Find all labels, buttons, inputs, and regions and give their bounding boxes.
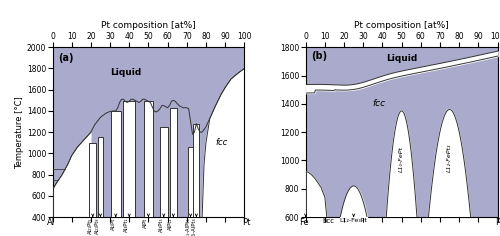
Text: (a): (a) — [58, 52, 74, 63]
Text: Al₂₁Pt₈: Al₂₁Pt₈ — [96, 218, 100, 234]
Bar — [98, 137, 103, 217]
Text: L1₂-Fe₃Pt: L1₂-Fe₃Pt — [340, 218, 367, 223]
Text: Pt: Pt — [242, 218, 250, 227]
Text: Al₂Pt: Al₂Pt — [111, 218, 116, 230]
Bar — [170, 108, 177, 217]
Text: Liquid: Liquid — [110, 68, 141, 77]
Y-axis label: Temperature [°C]: Temperature [°C] — [15, 96, 24, 169]
Text: fcc: fcc — [215, 138, 228, 147]
Text: Pt: Pt — [495, 218, 500, 227]
Bar — [90, 143, 96, 217]
Text: fcc: fcc — [372, 99, 385, 108]
Bar — [188, 147, 194, 217]
Text: (b): (b) — [312, 51, 328, 61]
Text: Al₃Pt₂: Al₃Pt₂ — [124, 218, 129, 232]
Text: L1₀-FePt: L1₀-FePt — [399, 146, 404, 172]
Bar — [160, 127, 168, 217]
Text: L1₂-AlPt₃: L1₂-AlPt₃ — [186, 218, 190, 236]
Polygon shape — [194, 124, 199, 217]
Polygon shape — [386, 111, 417, 217]
Bar — [111, 111, 120, 217]
Text: C15-AlPt₃: C15-AlPt₃ — [192, 218, 196, 236]
Text: L1₂-FePt₃: L1₂-FePt₃ — [447, 143, 452, 172]
Text: Al₂₁Pt₅: Al₂₁Pt₅ — [88, 218, 93, 234]
X-axis label: Pt composition [at%]: Pt composition [at%] — [101, 21, 196, 30]
X-axis label: Pt composition [at%]: Pt composition [at%] — [354, 21, 449, 30]
Polygon shape — [428, 110, 470, 217]
Text: AlPt₂: AlPt₂ — [168, 218, 173, 230]
Text: Liquid: Liquid — [386, 54, 417, 63]
Bar — [144, 101, 153, 217]
Text: bcc: bcc — [322, 218, 335, 224]
Polygon shape — [52, 132, 91, 217]
Text: Fe: Fe — [299, 218, 308, 227]
Polygon shape — [202, 68, 244, 217]
Polygon shape — [306, 172, 327, 217]
Text: AlPt: AlPt — [144, 218, 148, 228]
Bar — [194, 124, 199, 217]
Text: Al₃Pt₅: Al₃Pt₅ — [159, 218, 164, 232]
Bar — [124, 101, 135, 217]
Text: Al: Al — [46, 218, 54, 227]
